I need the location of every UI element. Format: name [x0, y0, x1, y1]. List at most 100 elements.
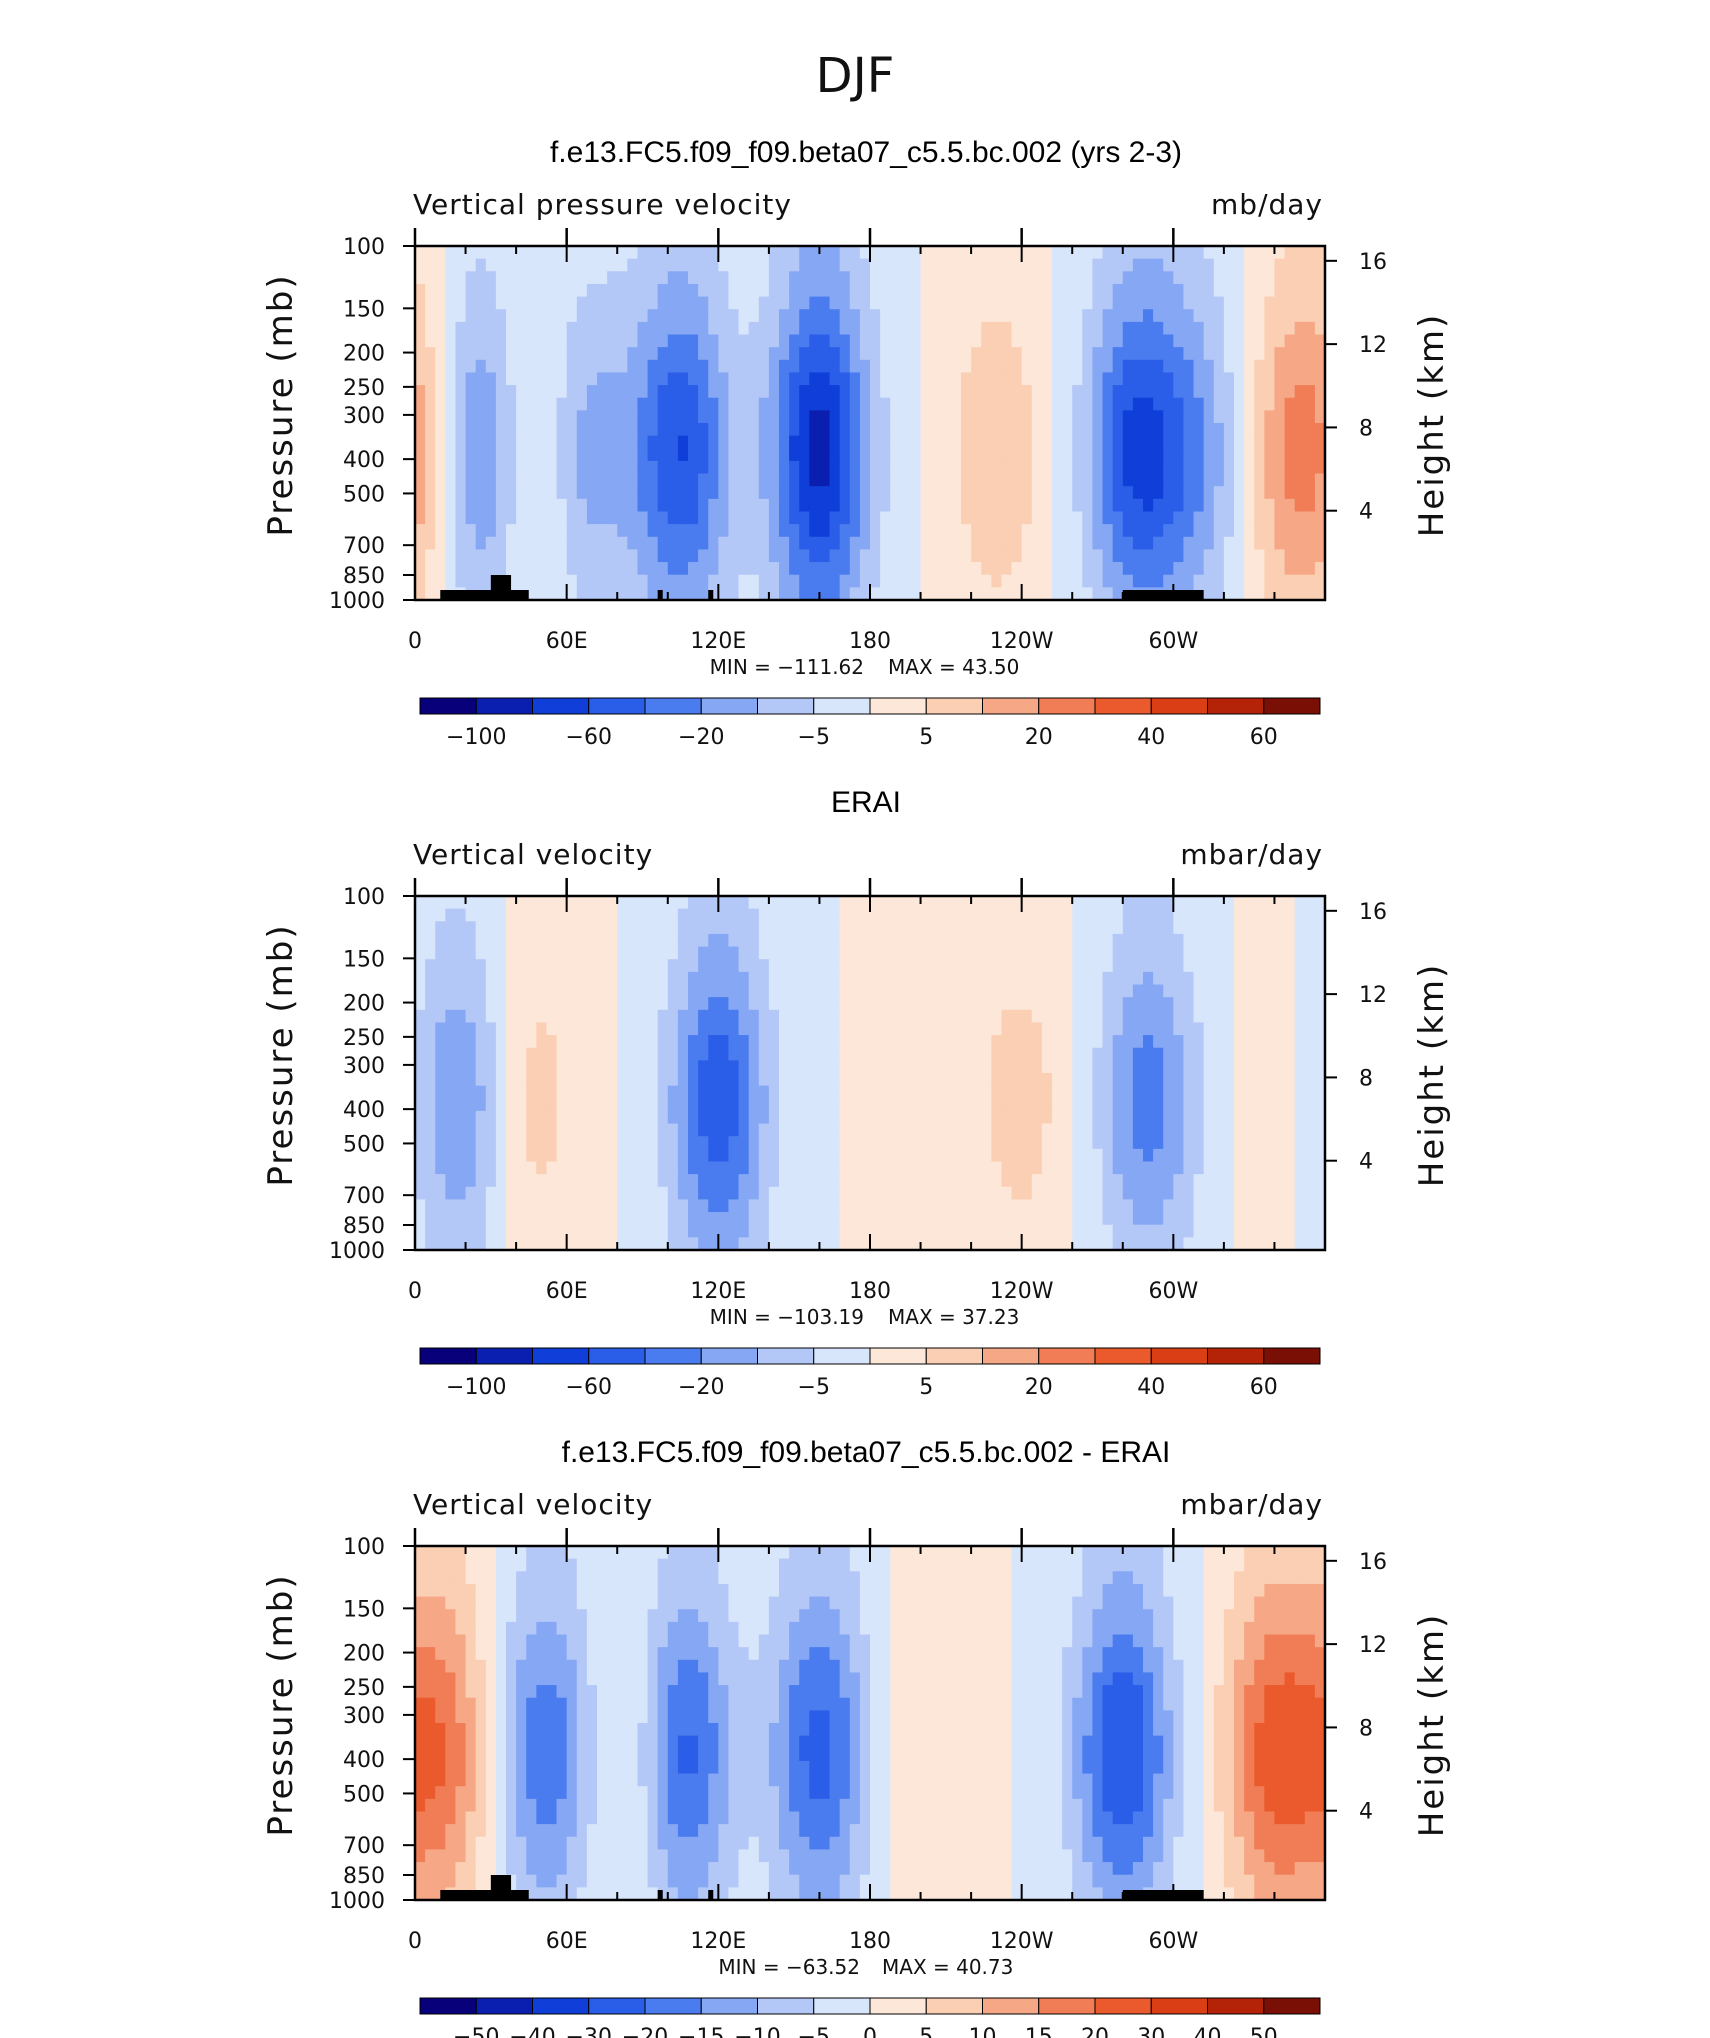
heatmap-cell: [688, 1098, 699, 1112]
colorbar-label: −60: [566, 725, 612, 750]
heatmap-cell: [859, 587, 871, 601]
heatmap-cell: [586, 410, 598, 424]
heatmap-cell: [900, 574, 912, 588]
heatmap-cell: [657, 562, 669, 576]
heatmap-cell: [819, 997, 831, 1011]
heatmap-cell: [961, 959, 972, 973]
heatmap-cell: [1173, 296, 1185, 310]
heatmap-cell: [1031, 1212, 1043, 1226]
heatmap-cell: [455, 562, 467, 576]
heatmap-cell: [1082, 1060, 1094, 1074]
heatmap-cell: [1234, 1009, 1245, 1024]
heatmap-cell: [546, 1186, 558, 1201]
heatmap-cell: [556, 321, 568, 336]
heatmap-cell: [1163, 1085, 1174, 1099]
heatmap-cell: [1203, 271, 1215, 285]
heatmap-cell: [1132, 984, 1144, 998]
heatmap-cell: [688, 959, 699, 973]
heatmap-cell: [698, 908, 709, 922]
heatmap-cell: [1314, 498, 1326, 513]
heatmap-cell: [1304, 271, 1316, 285]
heatmap-cell: [829, 1098, 841, 1112]
heatmap-cell: [495, 1148, 507, 1163]
heatmap-cell: [930, 562, 942, 576]
heatmap-cell: [1082, 460, 1094, 475]
heatmap-cell: [738, 511, 750, 525]
heatmap-cell: [758, 896, 770, 910]
heatmap-cell: [779, 334, 790, 348]
heatmap-cell: [1011, 423, 1023, 437]
heatmap-cell: [1203, 460, 1215, 475]
heatmap-cell: [1052, 1085, 1063, 1099]
heatmap-cell: [930, 359, 942, 374]
heatmap-cell: [1254, 1199, 1265, 1213]
heatmap-cell: [829, 933, 841, 948]
heatmap-cell: [738, 984, 750, 998]
heatmap-cell: [586, 997, 598, 1011]
heatmap-cell: [1092, 1136, 1104, 1150]
heatmap-cell: [485, 246, 497, 260]
heatmap-cell: [1163, 536, 1174, 551]
heatmap-cell: [768, 283, 780, 298]
heatmap-cell: [890, 959, 901, 973]
heatmap-cell: [526, 498, 537, 513]
heatmap-cell: [576, 959, 588, 973]
heatmap-cell: [1041, 321, 1053, 336]
heatmap-cell: [667, 997, 679, 1011]
heatmap-cell: [1234, 258, 1245, 272]
heatmap-cell: [556, 410, 568, 424]
heatmap-cell: [971, 946, 982, 960]
heatmap-cell: [1143, 246, 1154, 260]
heatmap-cell: [677, 933, 689, 948]
heatmap-cell: [839, 1060, 851, 1074]
heatmap-cell: [1153, 1035, 1164, 1049]
heatmap-cell: [475, 498, 487, 513]
heatmap-cell: [950, 486, 962, 500]
heatmap-cell: [637, 574, 649, 588]
heatmap-cell: [576, 473, 588, 487]
heatmap-cell: [617, 246, 628, 260]
heatmap-cell: [839, 511, 851, 525]
heatmap-cell: [526, 574, 537, 588]
heatmap-cell: [890, 896, 901, 910]
heatmap-cell: [880, 1060, 891, 1074]
heatmap-cell: [809, 1022, 821, 1036]
heatmap-cell: [768, 1136, 780, 1150]
heatmap-cell: [677, 896, 689, 910]
heatmap-cell: [698, 1212, 709, 1226]
heatmap-cell: [1234, 971, 1245, 986]
heatmap-cell: [698, 359, 709, 374]
heatmap-cell: [758, 1110, 770, 1125]
heatmap-cell: [779, 1199, 790, 1213]
heatmap-cell: [495, 1123, 507, 1137]
heatmap-cell: [950, 587, 962, 601]
heatmap-cell: [1041, 562, 1053, 576]
heatmap-cell: [546, 498, 558, 513]
heatmap-cell: [566, 334, 578, 348]
heatmap-cell: [698, 448, 709, 462]
colorbar-label: 20: [1025, 725, 1053, 750]
heatmap-cell: [1082, 896, 1094, 910]
heatmap-cell: [991, 359, 1003, 374]
heatmap-cell: [920, 908, 932, 922]
heatmap-cell: [495, 562, 507, 576]
heatmap-cell: [688, 1085, 699, 1099]
heatmap-cell: [1062, 896, 1073, 910]
heatmap-cell: [425, 1174, 436, 1188]
heatmap-cell: [516, 1110, 527, 1125]
heatmap-cell: [728, 1085, 740, 1099]
heatmap-cell: [738, 246, 750, 260]
heatmap-cell: [829, 536, 841, 551]
heatmap-cell: [506, 896, 517, 910]
heatmap-cell: [425, 372, 436, 386]
heatmap-cell: [961, 296, 972, 310]
heatmap-cell: [1173, 1123, 1185, 1137]
heatmap-cell: [971, 296, 982, 310]
heatmap-cell: [900, 1022, 912, 1036]
heatmap-cell: [526, 1073, 537, 1087]
heatmap-cell: [900, 498, 912, 513]
heatmap-cell: [758, 1035, 770, 1049]
heatmap-cell: [1031, 908, 1043, 922]
heatmap-cell: [607, 359, 618, 374]
heatmap-cell: [1041, 908, 1053, 922]
